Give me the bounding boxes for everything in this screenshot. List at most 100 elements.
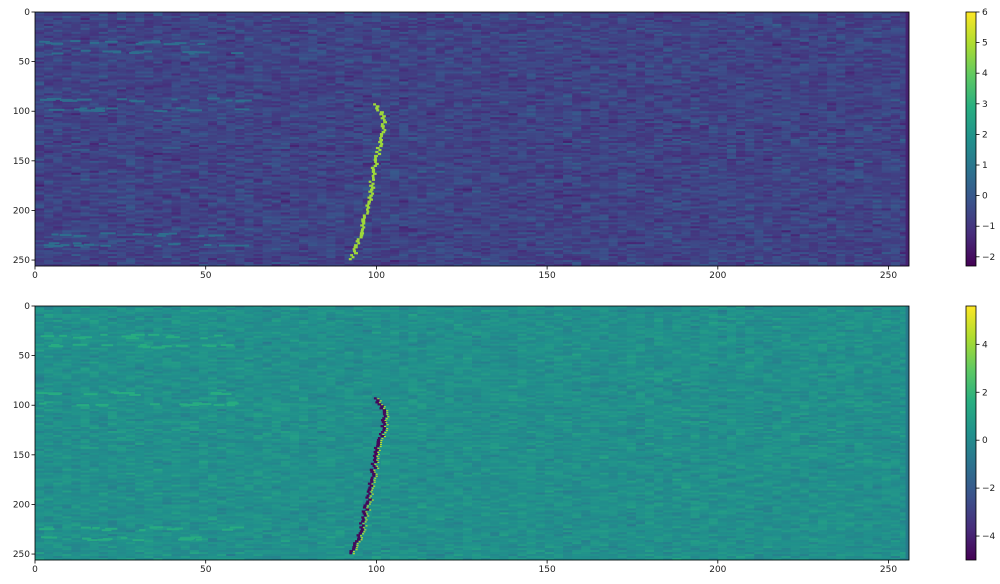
heatmap-cell [618, 93, 627, 95]
heatmap-cell [481, 70, 490, 72]
heatmap-cell [426, 81, 435, 83]
heatmap-cell [818, 30, 827, 32]
heatmap-cell [873, 89, 882, 91]
heatmap-cell [354, 28, 363, 30]
heatmap-cell [763, 81, 772, 83]
heatmap-cell [199, 36, 208, 38]
heatmap-cell [645, 111, 654, 113]
heatmap-cell [636, 42, 645, 44]
heatmap-cell [144, 30, 153, 32]
heatmap-cell [490, 93, 499, 95]
heatmap-cell [426, 109, 435, 111]
heatmap-cell [718, 77, 727, 79]
heatmap-cell [162, 30, 171, 32]
heatmap-cell [590, 68, 599, 70]
heatmap-cell [90, 62, 99, 64]
heatmap-cell [554, 42, 563, 44]
heatmap-cell [654, 91, 663, 93]
heatmap-cell [53, 46, 62, 48]
heatmap-cell [408, 83, 417, 85]
heatmap-cell [363, 62, 372, 64]
heatmap-cell [609, 52, 618, 54]
heatmap-cell [290, 66, 299, 68]
heatmap-cell [299, 34, 308, 36]
heatmap-cell [335, 95, 344, 97]
heatmap-cell [326, 50, 335, 52]
heatmap-cell [636, 18, 645, 20]
heatmap-cell [845, 18, 854, 20]
heatmap-cell [308, 103, 317, 105]
heatmap-cell [800, 83, 809, 85]
heatmap-cell [181, 85, 190, 87]
heatmap-cell [144, 83, 153, 85]
heatmap-cell [654, 28, 663, 30]
heatmap-cell [35, 70, 44, 72]
heatmap-cell [863, 60, 872, 62]
heatmap-cell [162, 60, 171, 62]
heatmap-cell [763, 109, 772, 111]
heatmap-cell [800, 56, 809, 58]
heatmap-cell [845, 32, 854, 34]
heatmap-cell [718, 36, 727, 38]
heatmap-cell [445, 28, 454, 30]
heatmap-cell [863, 109, 872, 111]
heatmap-cell [399, 60, 408, 62]
heatmap-cell [845, 72, 854, 74]
heatmap-cell [35, 64, 44, 66]
heatmap-cell [508, 81, 517, 83]
heatmap-cell [499, 76, 508, 78]
heatmap-cell [654, 95, 663, 97]
heatmap-cell [882, 85, 891, 87]
heatmap-cell [672, 18, 681, 20]
heatmap-cell [590, 85, 599, 87]
heatmap-cell [244, 30, 253, 32]
heatmap-cell [827, 16, 836, 18]
heatmap-cell [390, 70, 399, 72]
heatmap-cell [281, 93, 290, 95]
heatmap-cell [263, 111, 272, 113]
heatmap-cell [827, 38, 836, 40]
heatmap-cell [254, 70, 263, 72]
heatmap-cell [590, 109, 599, 111]
heatmap-cell [244, 85, 253, 87]
heatmap-cell [745, 93, 754, 95]
heatmap-cell [454, 99, 463, 101]
heatmap-cell [818, 38, 827, 40]
heatmap-cell [263, 26, 272, 28]
heatmap-cell [417, 99, 426, 101]
heatmap-cell [800, 34, 809, 36]
heatmap-cell [508, 111, 517, 113]
heatmap-cell [272, 42, 281, 44]
heatmap-cell [800, 32, 809, 34]
heatmap-cell [709, 54, 718, 56]
heatmap-cell [472, 22, 481, 24]
heatmap-cell [217, 64, 226, 66]
heatmap-cell [590, 54, 599, 56]
heatmap-cell [390, 60, 399, 62]
heatmap-cell [499, 79, 508, 81]
heatmap-cell [363, 89, 372, 91]
heatmap-cell [117, 54, 126, 56]
heatmap-cell [290, 81, 299, 83]
heatmap-cell [326, 66, 335, 68]
heatmap-cell [873, 22, 882, 24]
heatmap-cell [818, 24, 827, 26]
heatmap-cell [208, 72, 217, 74]
heatmap-cell [317, 70, 326, 72]
heatmap-cell [199, 103, 208, 105]
heatmap-cell [709, 113, 718, 115]
heatmap-cell [235, 113, 244, 115]
heatmap-cell [463, 52, 472, 54]
heatmap-cell [563, 79, 572, 81]
heatmap-cell [290, 72, 299, 74]
heatmap-cell [354, 97, 363, 99]
heatmap-cell [417, 20, 426, 22]
heatmap-cell [81, 74, 90, 76]
heatmap-cell [144, 26, 153, 28]
heatmap-cell [445, 56, 454, 58]
heatmap-cell [527, 95, 536, 97]
heatmap-cell [636, 58, 645, 60]
heatmap-cell [472, 46, 481, 48]
heatmap-cell [44, 56, 53, 58]
heatmap-cell [882, 87, 891, 89]
